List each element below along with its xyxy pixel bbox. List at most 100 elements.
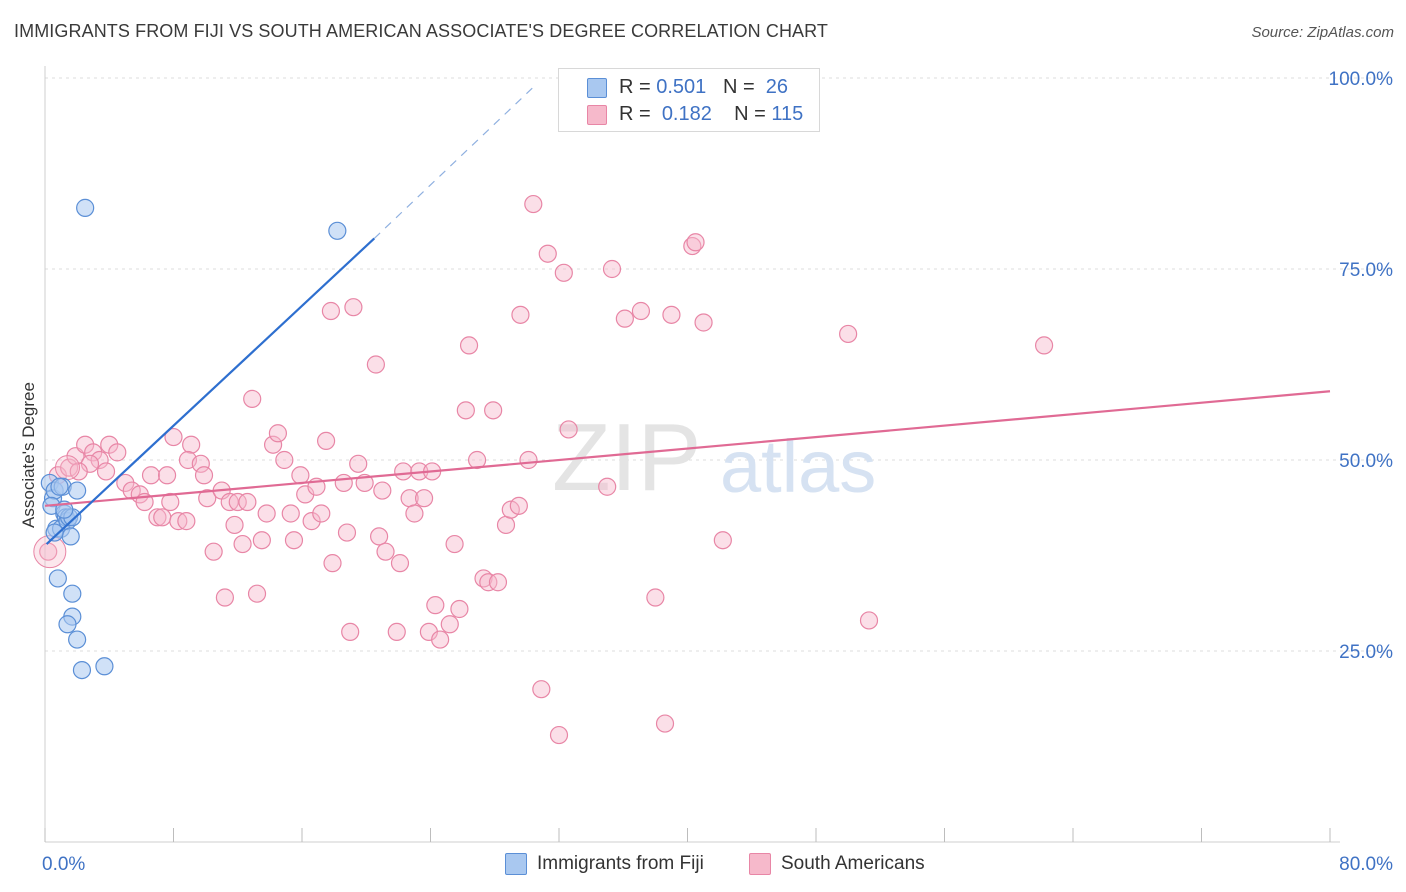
south-americans-point <box>157 466 177 485</box>
south-americans-point <box>204 542 223 561</box>
south-americans-point <box>247 584 267 603</box>
south-americans-point <box>655 714 675 733</box>
south-americans-point <box>488 573 508 592</box>
south-americans-point <box>646 588 665 607</box>
south-americans-point <box>59 458 79 477</box>
south-americans-point <box>161 492 180 512</box>
y-tick-label: 100.0% <box>1329 69 1394 90</box>
legend-swatch-south-americans <box>587 105 607 125</box>
watermark-atlas: atlas <box>720 425 876 508</box>
watermark-zip: ZIP <box>552 404 701 511</box>
south-americans-point <box>450 599 469 619</box>
south-americans-point <box>141 466 161 485</box>
south-americans-point <box>238 492 257 512</box>
fiji-point <box>68 481 87 500</box>
legend-n-value-fiji: 26 <box>765 76 789 98</box>
bottom-legend-label-fiji: Immigrants from Fiji <box>537 853 704 874</box>
south-americans-point <box>90 450 109 470</box>
south-americans-point <box>182 435 201 454</box>
south-americans-point <box>373 481 392 500</box>
legend-r-label: R = <box>619 103 651 125</box>
south-americans-point <box>509 496 528 515</box>
y-tick-label: 25.0% <box>1339 642 1393 663</box>
south-americans-point <box>559 420 578 439</box>
south-americans-point <box>615 309 634 328</box>
south-americans-point <box>713 531 732 550</box>
south-americans-point <box>440 615 459 634</box>
south-americans-point <box>631 301 651 321</box>
south-americans-point <box>321 301 341 321</box>
fiji-trend-extension <box>373 85 536 239</box>
south-americans-point <box>275 450 294 470</box>
south-americans-point <box>281 504 300 523</box>
south-americans-point <box>839 324 858 344</box>
south-americans-point <box>177 512 196 531</box>
south-americans-point <box>252 531 271 550</box>
bottom-legend-swatch-fiji <box>505 853 527 875</box>
y-tick-label: 75.0% <box>1339 260 1393 281</box>
fiji-point <box>63 584 82 603</box>
south-americans-point <box>686 233 705 252</box>
legend-r-value-south-americans: 0.182 <box>661 103 712 125</box>
south-americans-point <box>511 305 530 324</box>
south-americans-point <box>284 531 304 550</box>
gridlines <box>45 77 1390 652</box>
fiji-point <box>72 660 92 680</box>
south-americans-point <box>215 588 234 607</box>
fiji-point <box>50 477 69 496</box>
south-americans-point <box>467 450 487 470</box>
source-label: Source: ZipAtlas.com <box>1251 24 1394 41</box>
south-americans-point <box>445 534 464 554</box>
chart-title: IMMIGRANTS FROM FIJI VS SOUTH AMERICAN A… <box>14 21 829 41</box>
south-americans-point <box>194 466 214 485</box>
south-americans-point <box>191 454 210 473</box>
south-americans-point <box>263 435 283 454</box>
axes <box>44 66 1340 843</box>
south-americans-point <box>414 489 434 508</box>
south-americans-point <box>312 504 331 523</box>
fiji-point <box>61 527 80 546</box>
y-tick-label: 50.0% <box>1339 451 1393 472</box>
south-americans-point <box>54 455 80 481</box>
fiji-point <box>48 569 67 588</box>
south-americans-point <box>316 431 336 450</box>
south-americans-point <box>496 515 516 535</box>
south-americans-point <box>334 473 353 493</box>
south-americans-point <box>662 305 681 324</box>
south-americans-point <box>370 527 389 546</box>
south-americans-point <box>694 313 713 332</box>
legend-n-value-south-americans: 115 <box>771 103 804 125</box>
y-axis-label: Associate's Degree <box>19 382 38 528</box>
south-americans-point <box>243 389 262 408</box>
south-americans-point <box>549 725 569 745</box>
south-americans-point <box>116 473 135 493</box>
correlation-legend: R = 0.501 N = 26 R = 0.182 N = 115 <box>558 68 820 132</box>
x-tick-label: 0.0% <box>42 854 85 875</box>
south-americans-point <box>598 477 617 496</box>
trend-lines <box>44 85 1331 545</box>
south-americans-point <box>456 401 475 420</box>
south-americans-point <box>366 355 385 374</box>
legend-n-label: N = <box>722 76 755 98</box>
south-americans-point <box>323 554 342 573</box>
south-americans-point <box>233 534 252 554</box>
south-americans-point <box>532 680 551 699</box>
fiji-point <box>328 221 347 240</box>
south-americans-point <box>484 401 503 420</box>
legend-n-label: N = <box>734 103 766 125</box>
south-americans-point <box>554 263 573 282</box>
x-tick-label: 80.0% <box>1339 854 1393 875</box>
south-americans-point <box>344 298 363 317</box>
south-americans-point <box>341 622 360 642</box>
south-americans-point <box>602 259 622 279</box>
south-americans-point <box>376 542 395 561</box>
south-americans-point <box>479 573 498 592</box>
fiji-point <box>76 198 95 217</box>
south-americans-point <box>524 194 543 214</box>
south-americans-point <box>519 450 538 470</box>
south-americans-point <box>96 462 116 481</box>
south-americans-point <box>291 466 310 485</box>
legend-r-label: R = <box>619 76 651 98</box>
south-americans-point <box>426 596 445 615</box>
